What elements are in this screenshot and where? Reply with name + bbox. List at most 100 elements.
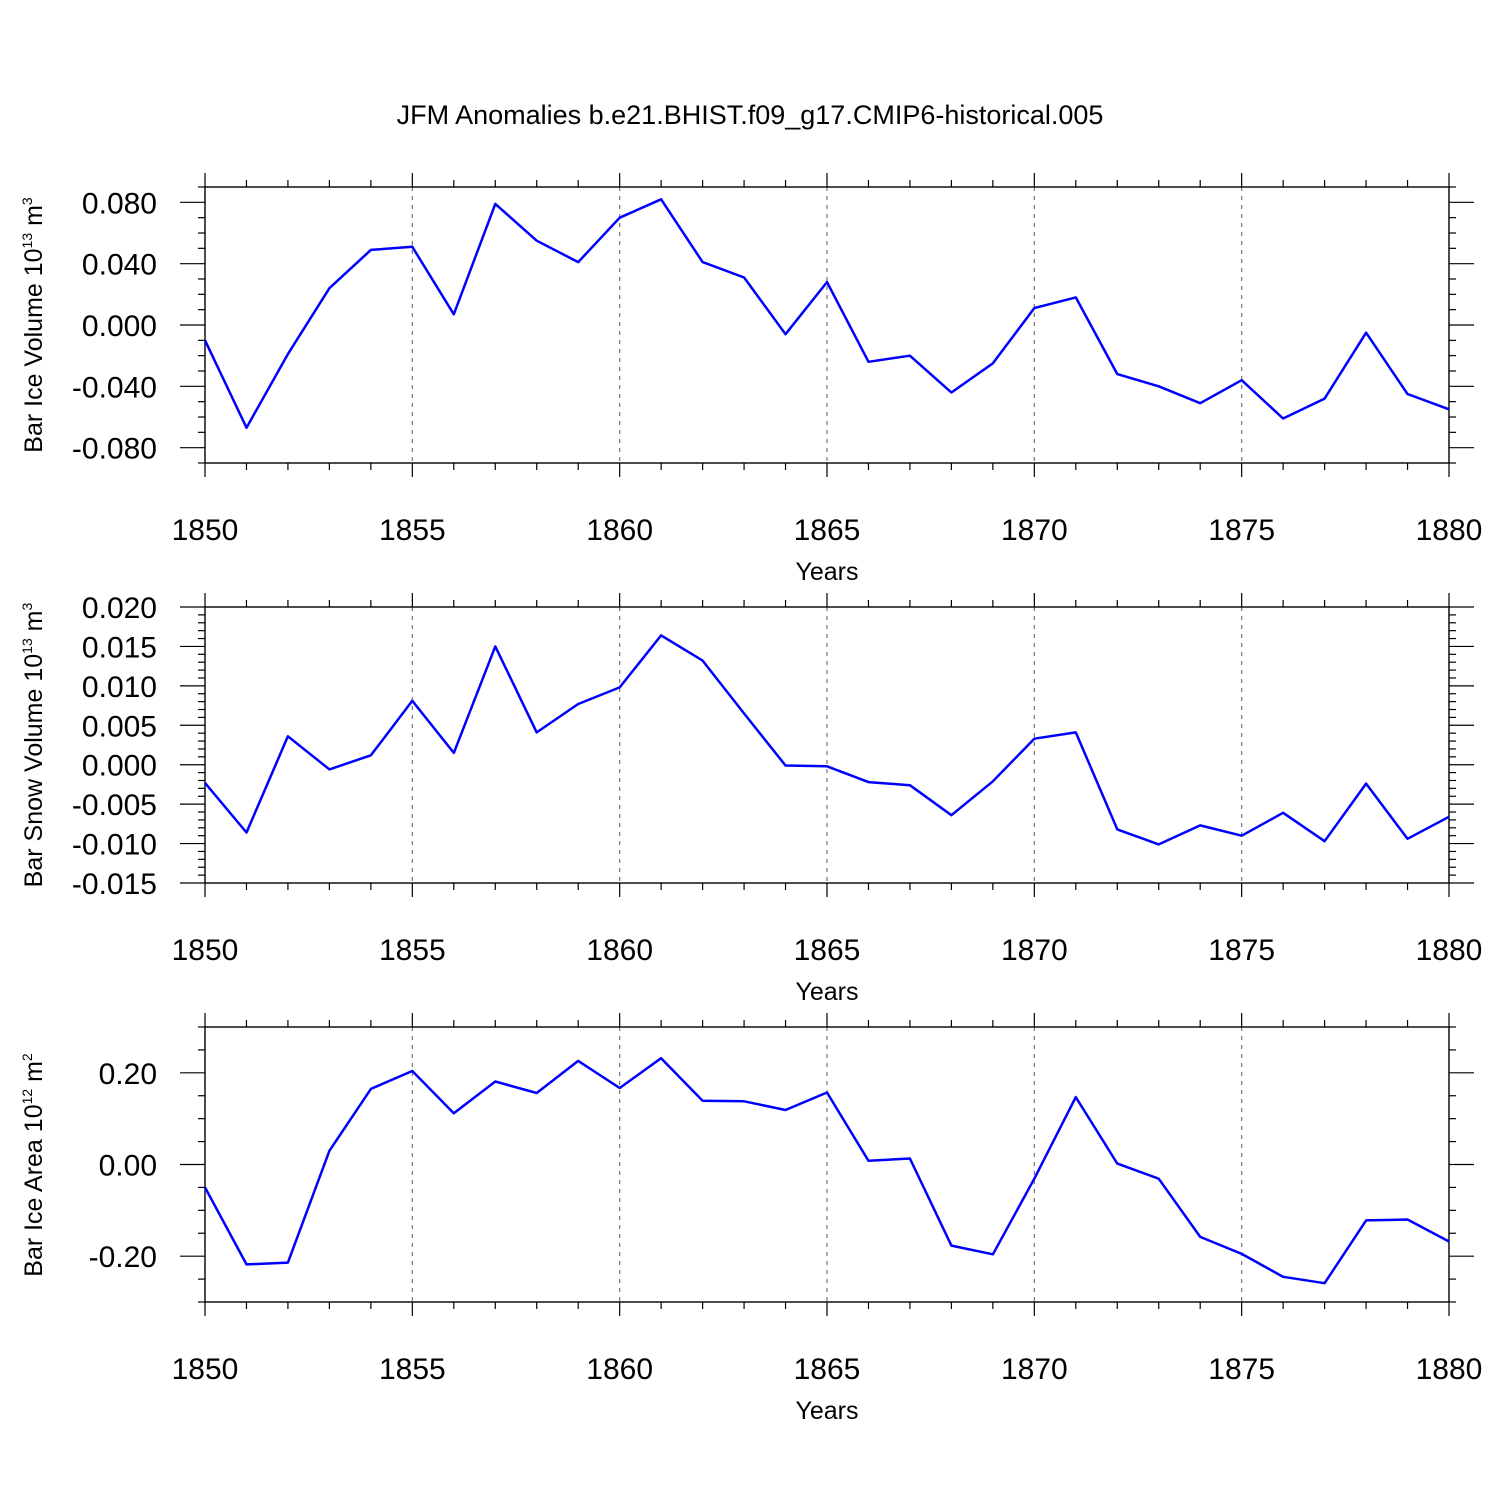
y-axis-label-exponent: 12 (19, 1089, 35, 1105)
series-line (203, 198, 1450, 429)
data-point (701, 260, 705, 264)
x-axis-label: Years (795, 558, 858, 586)
data-point (535, 239, 539, 243)
data-point (1157, 384, 1161, 388)
x-tick-label: 1880 (1416, 514, 1483, 547)
data-point (1323, 397, 1327, 401)
y-axis-label-text: Bar Snow Volume 10 (20, 654, 48, 887)
y-axis-label-exponent: 13 (19, 638, 35, 654)
data-point (659, 197, 663, 201)
y-axis-label-unit-exponent: 2 (19, 1053, 35, 1061)
chart-panel-2: -0.015 -0.010 -0.005 0.000 0.005 0.010 0.015 0.… (19, 592, 1482, 1006)
x-axis-label: Years (795, 1397, 858, 1425)
y-axis-label-unit: m (20, 1061, 48, 1089)
data-point (618, 685, 622, 689)
data-point (244, 1262, 248, 1266)
data-point (286, 734, 290, 738)
y-axis-label-exponent: 13 (19, 233, 35, 249)
data-point (1032, 306, 1036, 310)
data-point (493, 1080, 497, 1084)
data-point (369, 248, 373, 252)
figure-title: JFM Anomalies b.e21.BHIST.f09_g17.CMIP6-… (397, 100, 1104, 130)
data-point (576, 702, 580, 706)
data-point (701, 659, 705, 663)
data-point (1032, 737, 1036, 741)
chart-panels: -0.080 -0.040 0.000 0.040 0.080 1850 1855 1860 1… (19, 173, 1482, 1425)
x-tick-label: 1850 (172, 1353, 239, 1386)
data-point (1406, 837, 1410, 841)
y-axis-label-text: Bar Ice Area 10 (20, 1104, 48, 1276)
data-point (866, 780, 870, 784)
y-axis-label: Bar Snow Volume 1013 m3 (19, 602, 48, 887)
y-tick-label: 0.000 (82, 310, 157, 343)
data-point (1406, 392, 1410, 396)
data-point (1198, 823, 1202, 827)
data-point (452, 312, 456, 316)
y-axis-label-unit-exponent: 3 (19, 197, 35, 205)
series-line (203, 1056, 1450, 1285)
y-axis-label-unit-exponent: 3 (19, 602, 35, 610)
data-point (1281, 811, 1285, 815)
data-point (866, 1159, 870, 1163)
x-tick-label: 1850 (172, 934, 239, 967)
data-point (1323, 1281, 1327, 1285)
data-point (327, 1149, 331, 1153)
data-point (1198, 401, 1202, 405)
data-point (244, 426, 248, 430)
data-point (327, 286, 331, 290)
y-tick-label: 0.080 (82, 187, 157, 220)
y-axis-label-unit: m (20, 610, 48, 638)
data-point (1281, 1275, 1285, 1279)
data-point (659, 633, 663, 637)
data-point (535, 730, 539, 734)
y-tick-label: 0.015 (82, 631, 157, 664)
data-point (908, 1157, 912, 1161)
x-tick-label: 1870 (1001, 1353, 1068, 1386)
x-tick-label: 1855 (379, 934, 446, 967)
data-point (618, 1086, 622, 1090)
y-tick-label: 0.20 (99, 1058, 157, 1091)
x-tick-label: 1865 (794, 934, 861, 967)
data-point (825, 280, 829, 284)
y-axis-label-text: Bar Ice Volume 10 (20, 248, 48, 452)
x-tick-label: 1860 (586, 934, 653, 967)
chart-panel-3: -0.20 0.00 0.20 1850 1855 1860 1865 1870 1875 188… (19, 1013, 1482, 1425)
data-point (949, 390, 953, 394)
x-tick-label: 1870 (1001, 514, 1068, 547)
x-tick-label: 1875 (1208, 1353, 1275, 1386)
data-point (1198, 1235, 1202, 1239)
data-point (286, 1261, 290, 1265)
data-point (327, 767, 331, 771)
data-point (949, 813, 953, 817)
y-tick-label: -0.20 (89, 1241, 157, 1274)
data-point (203, 338, 207, 342)
y-axis-label: Bar Ice Area 1012 m2 (19, 1053, 48, 1277)
data-point (825, 1091, 829, 1095)
data-point (244, 831, 248, 835)
y-tick-label: -0.040 (72, 371, 157, 404)
data-point (1447, 815, 1451, 819)
data-point (1115, 1162, 1119, 1166)
x-tick-label: 1880 (1416, 934, 1483, 967)
x-tick-label: 1855 (379, 514, 446, 547)
data-point (1281, 417, 1285, 421)
data-point (1364, 1218, 1368, 1222)
data-point (203, 781, 207, 785)
data-point (576, 1059, 580, 1063)
y-tick-label: -0.080 (72, 433, 157, 466)
data-point (659, 1056, 663, 1060)
data-point (535, 1091, 539, 1095)
data-point (369, 1087, 373, 1091)
x-tick-label: 1875 (1208, 514, 1275, 547)
x-tick-label: 1875 (1208, 934, 1275, 967)
data-point (1115, 372, 1119, 376)
data-point (1240, 834, 1244, 838)
data-point (908, 783, 912, 787)
data-point (286, 352, 290, 356)
y-tick-label: 0.010 (82, 671, 157, 704)
y-axis-label-unit: m (20, 205, 48, 233)
data-point (410, 245, 414, 249)
y-tick-label: -0.015 (72, 868, 157, 901)
y-tick-label: -0.005 (72, 789, 157, 822)
data-point (1157, 842, 1161, 846)
